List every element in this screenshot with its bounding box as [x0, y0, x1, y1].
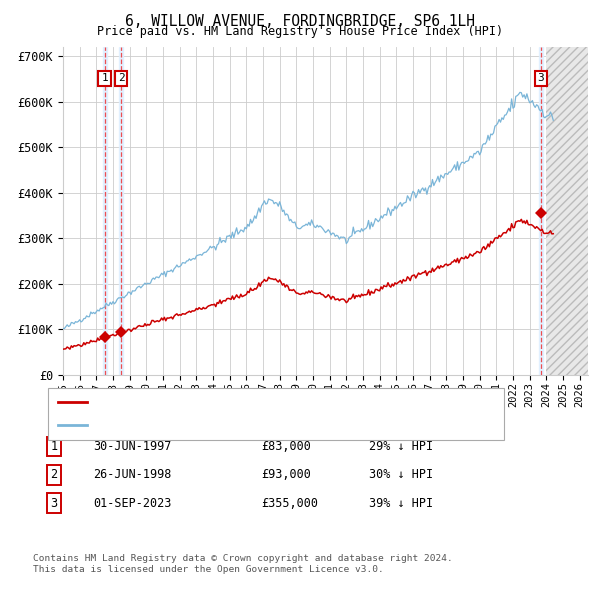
Text: 01-SEP-2023: 01-SEP-2023 — [93, 497, 172, 510]
Text: 1: 1 — [50, 440, 58, 453]
Text: 2: 2 — [50, 468, 58, 481]
Text: 30-JUN-1997: 30-JUN-1997 — [93, 440, 172, 453]
Bar — [119, 47, 123, 375]
Bar — [539, 47, 543, 375]
Bar — [103, 47, 107, 375]
Text: 26-JUN-1998: 26-JUN-1998 — [93, 468, 172, 481]
Text: 6, WILLOW AVENUE, FORDINGBRIDGE, SP6 1LH: 6, WILLOW AVENUE, FORDINGBRIDGE, SP6 1LH — [125, 14, 475, 29]
Text: Price paid vs. HM Land Registry's House Price Index (HPI): Price paid vs. HM Land Registry's House … — [97, 25, 503, 38]
Text: 6, WILLOW AVENUE, FORDINGBRIDGE, SP6 1LH (detached house): 6, WILLOW AVENUE, FORDINGBRIDGE, SP6 1LH… — [92, 397, 463, 407]
Text: This data is licensed under the Open Government Licence v3.0.: This data is licensed under the Open Gov… — [33, 565, 384, 575]
Text: 2: 2 — [118, 73, 124, 83]
Text: £93,000: £93,000 — [261, 468, 311, 481]
Text: 29% ↓ HPI: 29% ↓ HPI — [369, 440, 433, 453]
Text: £355,000: £355,000 — [261, 497, 318, 510]
Text: 39% ↓ HPI: 39% ↓ HPI — [369, 497, 433, 510]
Text: 30% ↓ HPI: 30% ↓ HPI — [369, 468, 433, 481]
Text: 1: 1 — [101, 73, 108, 83]
Text: HPI: Average price, detached house, New Forest: HPI: Average price, detached house, New … — [92, 420, 391, 430]
Text: 3: 3 — [538, 73, 544, 83]
Text: Contains HM Land Registry data © Crown copyright and database right 2024.: Contains HM Land Registry data © Crown c… — [33, 553, 453, 563]
Text: £83,000: £83,000 — [261, 440, 311, 453]
Bar — [547, 47, 588, 375]
Text: 3: 3 — [50, 497, 58, 510]
